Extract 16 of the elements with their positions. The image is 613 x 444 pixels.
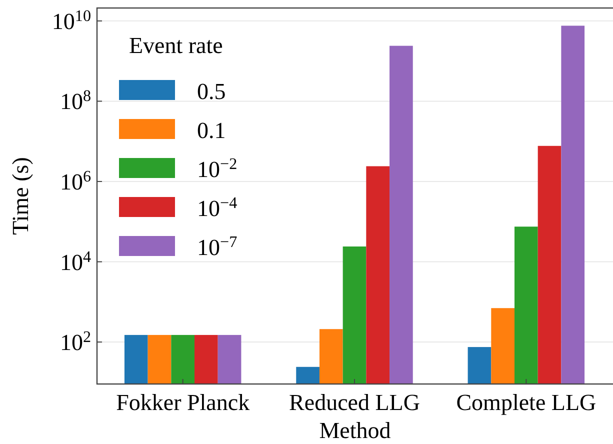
x-tick-label: Reduced LLG [289,390,420,415]
legend-label: 10$^{−4}$ [197,194,238,221]
legend-title: Event rate [129,33,223,58]
legend-label: 0.5 [197,79,226,104]
legend-label: 10$^{−2}$ [197,156,238,182]
x-axis-title: Method [319,418,392,443]
x-tick-label: Fokker Planck [116,390,250,415]
y-axis-title: Time (s) [8,157,33,235]
legend-label: 0.1 [197,118,226,143]
y-tick-label: 10$^{4}$ [60,248,91,275]
y-tick-label: 10$^{2}$ [60,328,91,356]
y-tick-label: 10$^{10}$ [52,7,91,34]
y-tick-label: 10$^{8}$ [60,88,91,114]
legend-label: 10$^{−7}$ [197,234,238,260]
y-tick-label: 10$^{6}$ [60,168,91,194]
x-tick-label: Complete LLG [456,390,596,415]
